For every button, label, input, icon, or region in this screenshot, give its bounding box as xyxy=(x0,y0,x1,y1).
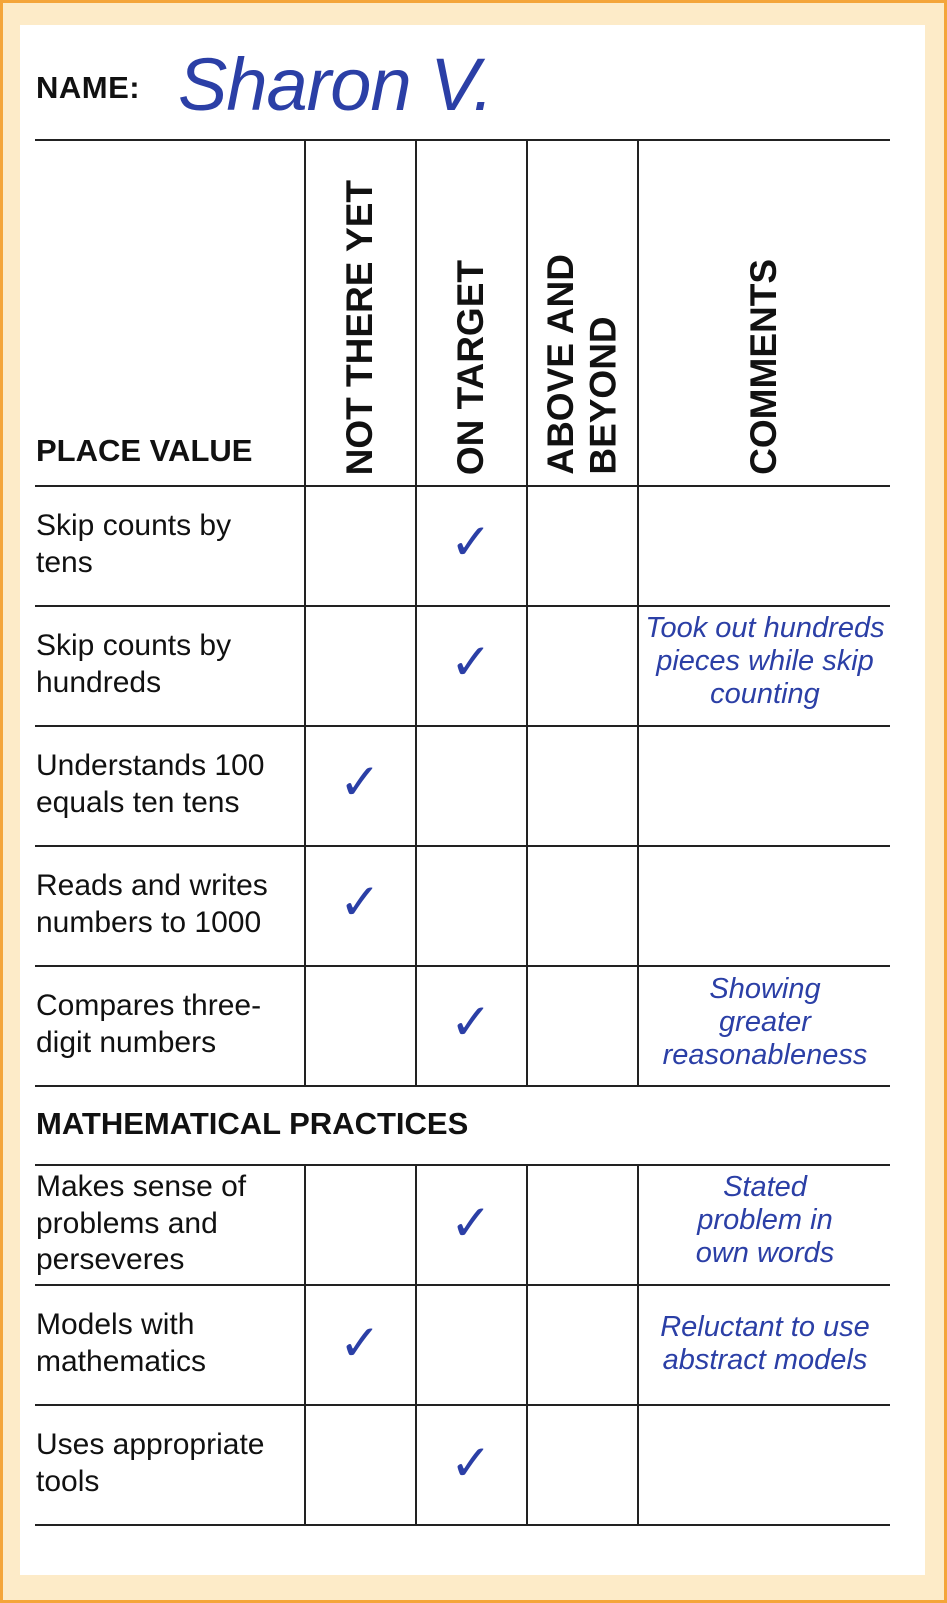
check-mark-icon: ✓ xyxy=(450,514,492,570)
check-mark-icon: ✓ xyxy=(450,1435,492,1491)
assessment-card xyxy=(20,25,925,1575)
divider xyxy=(35,1404,890,1406)
column-divider xyxy=(526,1165,528,1525)
check-mark-icon: ✓ xyxy=(450,1195,492,1251)
divider xyxy=(35,1284,890,1286)
check-mark-icon: ✓ xyxy=(339,874,381,930)
skill-label: Models with mathematics xyxy=(36,1308,207,1378)
skill-label: Skip counts by tens xyxy=(36,509,232,579)
skill-label: Compares three- digit numbers xyxy=(36,989,262,1059)
column-header-comments: COMMENTS xyxy=(743,259,785,475)
skill-label: Understands 100 equals ten tens xyxy=(36,749,265,819)
comment-text: Stated problem in own words xyxy=(695,1171,835,1269)
divider xyxy=(35,845,890,847)
skill-label: Reads and writes numbers to 1000 xyxy=(36,869,268,939)
divider xyxy=(35,725,890,727)
divider xyxy=(35,1524,890,1526)
check-mark-icon: ✓ xyxy=(450,994,492,1050)
section-title-place-value: PLACE VALUE xyxy=(36,433,253,468)
divider xyxy=(35,965,890,967)
check-mark-icon: ✓ xyxy=(450,634,492,690)
divider xyxy=(35,485,890,487)
section-title-mathematical-practices: MATHEMATICAL PRACTICES xyxy=(36,1106,469,1141)
skill-label: Uses appropriate tools xyxy=(36,1428,265,1498)
column-divider xyxy=(304,1165,306,1525)
column-header-not-there-yet: NOT THERE YET xyxy=(339,179,381,475)
skill-label: Makes sense of problems and perseveres xyxy=(36,1170,247,1277)
column-header-on-target: ON TARGET xyxy=(450,259,492,475)
column-divider xyxy=(637,1165,639,1525)
divider xyxy=(35,1085,890,1087)
column-divider xyxy=(415,1165,417,1525)
name-label: NAME: xyxy=(36,70,141,105)
column-divider xyxy=(637,140,639,1086)
divider xyxy=(35,139,890,141)
divider xyxy=(35,1164,890,1166)
divider xyxy=(35,605,890,607)
comment-text: Showing greater reasonableness xyxy=(662,973,868,1071)
column-divider xyxy=(415,140,417,1086)
column-divider xyxy=(526,140,528,1086)
skill-label: Skip counts by hundreds xyxy=(36,629,232,699)
comment-text: Took out hundreds pieces while skip coun… xyxy=(645,612,885,710)
column-divider xyxy=(304,140,306,1086)
student-name: Sharon V. xyxy=(178,43,494,126)
column-header-above-and-beyond: ABOVE AND BEYOND xyxy=(539,254,624,475)
comment-text: Reluctant to use abstract models xyxy=(660,1311,870,1376)
check-mark-icon: ✓ xyxy=(339,754,381,810)
check-mark-icon: ✓ xyxy=(339,1315,381,1371)
